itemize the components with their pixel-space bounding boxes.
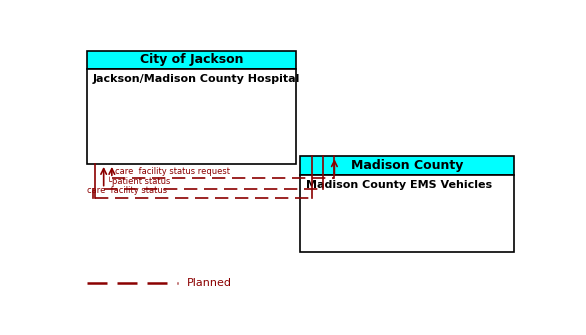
Text: Planned: Planned bbox=[187, 278, 232, 288]
Text: Madison County: Madison County bbox=[351, 159, 464, 172]
FancyBboxPatch shape bbox=[300, 175, 514, 252]
FancyBboxPatch shape bbox=[87, 69, 296, 164]
Text: Madison County EMS Vehicles: Madison County EMS Vehicles bbox=[306, 180, 492, 190]
FancyBboxPatch shape bbox=[300, 156, 514, 175]
Text: └patient status: └patient status bbox=[107, 177, 171, 186]
Text: care  facility status request: care facility status request bbox=[115, 166, 230, 176]
FancyBboxPatch shape bbox=[87, 51, 296, 69]
Text: care  facility status: care facility status bbox=[87, 186, 167, 195]
Text: Jackson/Madison County Hospital: Jackson/Madison County Hospital bbox=[93, 74, 299, 84]
Text: City of Jackson: City of Jackson bbox=[139, 53, 243, 66]
